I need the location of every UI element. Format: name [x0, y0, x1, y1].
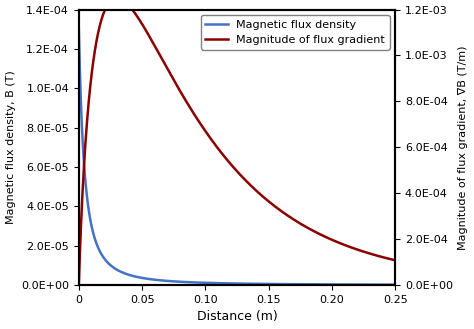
Magnitude of flux gradient [131, 10, 137, 13]
Magnetic flux density [352, 283, 358, 287]
Magnitude of flux gradient [76, 283, 82, 287]
Y-axis label: Magnetic flux density, B (T): Magnetic flux density, B (T) [6, 70, 16, 224]
Line: Magnetic flux density: Magnetic flux density [79, 29, 395, 285]
Line: Magnitude of flux gradient: Magnitude of flux gradient [79, 0, 395, 285]
Magnetic flux density [392, 283, 398, 287]
X-axis label: Distance (m): Distance (m) [197, 311, 277, 323]
Magnetic flux density [76, 27, 82, 31]
Magnitude of flux gradient [392, 258, 398, 262]
Magnetic flux density [131, 274, 137, 278]
Magnetic flux density [211, 281, 217, 285]
Legend: Magnetic flux density, Magnitude of flux gradient: Magnetic flux density, Magnitude of flux… [201, 15, 390, 50]
Magnitude of flux gradient [352, 247, 358, 251]
Magnitude of flux gradient [197, 121, 203, 125]
Y-axis label: Magnitude of flux gradient, ∇B (T/m): Magnitude of flux gradient, ∇B (T/m) [458, 45, 468, 250]
Magnetic flux density [197, 281, 203, 285]
Magnetic flux density [386, 283, 392, 287]
Magnitude of flux gradient [211, 141, 217, 145]
Magnitude of flux gradient [386, 257, 392, 261]
Magnetic flux density [112, 266, 118, 270]
